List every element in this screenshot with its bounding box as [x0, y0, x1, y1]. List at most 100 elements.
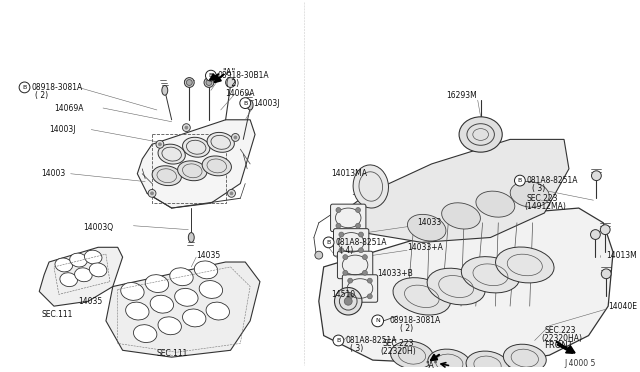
Text: 081A8-8251A: 081A8-8251A [527, 176, 579, 185]
Circle shape [343, 270, 348, 275]
Ellipse shape [84, 250, 102, 264]
Ellipse shape [442, 203, 481, 229]
Circle shape [336, 208, 341, 212]
Circle shape [336, 223, 341, 228]
Circle shape [159, 143, 161, 146]
Ellipse shape [134, 325, 157, 343]
Text: SEC.223: SEC.223 [527, 194, 558, 203]
Text: B: B [326, 240, 331, 245]
Ellipse shape [55, 258, 72, 272]
Ellipse shape [353, 165, 388, 208]
Circle shape [591, 230, 600, 240]
Ellipse shape [428, 349, 470, 372]
Text: 08918-30B1A: 08918-30B1A [218, 71, 269, 80]
Text: 16293M: 16293M [446, 91, 477, 100]
Circle shape [185, 126, 188, 129]
Circle shape [362, 270, 367, 275]
Ellipse shape [461, 257, 520, 293]
Circle shape [206, 80, 212, 86]
Text: 08918-3081A: 08918-3081A [31, 83, 83, 92]
Ellipse shape [152, 166, 181, 186]
Circle shape [150, 192, 154, 195]
Text: 081A8-8251A: 081A8-8251A [346, 336, 397, 345]
Ellipse shape [182, 309, 206, 327]
Ellipse shape [459, 117, 502, 152]
Circle shape [315, 251, 323, 259]
Circle shape [591, 171, 602, 180]
FancyBboxPatch shape [331, 204, 366, 232]
Circle shape [358, 232, 364, 237]
Text: SEC.223: SEC.223 [383, 339, 414, 348]
Ellipse shape [170, 268, 193, 286]
Circle shape [600, 225, 610, 235]
Circle shape [234, 136, 237, 139]
Ellipse shape [158, 144, 186, 164]
Ellipse shape [70, 253, 87, 267]
Circle shape [156, 140, 164, 148]
Polygon shape [319, 208, 613, 365]
Text: 14069A: 14069A [226, 89, 255, 98]
Circle shape [356, 208, 360, 212]
Circle shape [358, 248, 364, 253]
Circle shape [182, 124, 190, 132]
Ellipse shape [60, 273, 77, 286]
Circle shape [205, 70, 216, 81]
Text: "A": "A" [426, 360, 438, 369]
Circle shape [323, 237, 334, 248]
Circle shape [333, 335, 344, 346]
Text: 14040E: 14040E [608, 302, 637, 311]
Text: 14033: 14033 [417, 218, 441, 227]
Text: 14003J: 14003J [49, 125, 76, 134]
Text: B: B [22, 85, 27, 90]
Text: SEC.111: SEC.111 [157, 349, 188, 358]
Ellipse shape [158, 317, 181, 335]
Ellipse shape [178, 161, 207, 181]
Circle shape [186, 80, 192, 86]
Ellipse shape [393, 278, 451, 315]
Ellipse shape [175, 288, 198, 306]
Circle shape [148, 189, 156, 197]
Circle shape [230, 192, 233, 195]
FancyBboxPatch shape [337, 251, 372, 279]
Ellipse shape [121, 282, 144, 300]
Text: 14013MA: 14013MA [332, 169, 367, 178]
Ellipse shape [495, 247, 554, 283]
Circle shape [344, 297, 352, 305]
Text: 14035: 14035 [196, 251, 220, 260]
Text: 14003: 14003 [41, 169, 65, 178]
Text: 14013M: 14013M [606, 251, 637, 260]
Circle shape [232, 134, 239, 141]
Ellipse shape [75, 268, 92, 282]
Polygon shape [39, 247, 123, 306]
Text: 14033+B: 14033+B [378, 269, 413, 278]
Circle shape [335, 288, 362, 315]
Circle shape [339, 248, 344, 253]
Ellipse shape [90, 263, 107, 277]
Circle shape [602, 269, 611, 279]
Text: B: B [209, 73, 213, 78]
Ellipse shape [145, 275, 169, 292]
Text: 14003J: 14003J [253, 99, 280, 108]
Ellipse shape [503, 344, 547, 372]
Circle shape [339, 232, 344, 237]
Polygon shape [348, 140, 569, 243]
Ellipse shape [408, 214, 446, 241]
Text: J 4000 5: J 4000 5 [564, 359, 595, 368]
Polygon shape [106, 262, 260, 357]
Circle shape [348, 294, 353, 299]
Text: ( 2): ( 2) [400, 324, 413, 333]
Circle shape [343, 255, 348, 260]
Text: ( 2): ( 2) [35, 91, 49, 100]
Circle shape [204, 78, 214, 87]
Text: "A": "A" [223, 68, 236, 77]
Ellipse shape [182, 137, 210, 157]
Circle shape [226, 78, 236, 87]
Ellipse shape [390, 341, 433, 369]
Text: B: B [243, 100, 247, 106]
Circle shape [240, 98, 251, 109]
Text: 081A8-8251A: 081A8-8251A [335, 238, 387, 247]
Text: B: B [336, 338, 340, 343]
Ellipse shape [150, 295, 173, 313]
FancyBboxPatch shape [333, 229, 369, 256]
Text: N: N [375, 318, 380, 323]
